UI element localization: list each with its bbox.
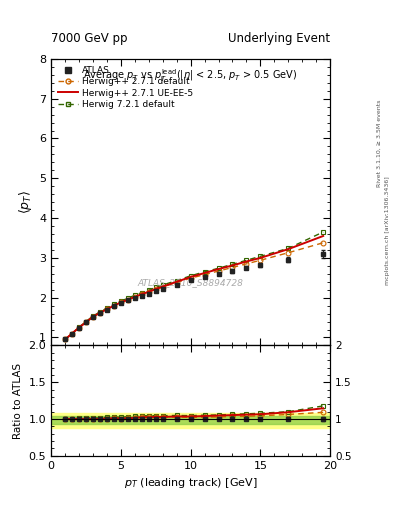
Bar (51, 413, 330, 428)
Text: 7000 GeV pp: 7000 GeV pp (51, 32, 128, 45)
X-axis label: $p_T$ (leading track) [GeV]: $p_T$ (leading track) [GeV] (124, 476, 257, 490)
Bar (51, 416, 330, 424)
Text: Average $p_T$ vs $p_T^{\mathrm{lead}}$($|\eta|$ < 2.5, $p_T$ > 0.5 GeV): Average $p_T$ vs $p_T^{\mathrm{lead}}$($… (83, 68, 298, 84)
Legend: ATLAS, Herwig++ 2.7.1 default, Herwig++ 2.7.1 UE-EE-5, Herwig 7.2.1 default: ATLAS, Herwig++ 2.7.1 default, Herwig++ … (55, 63, 196, 112)
Text: ATLAS_2010_S8894728: ATLAS_2010_S8894728 (138, 278, 244, 287)
Y-axis label: $\langle p_T \rangle$: $\langle p_T \rangle$ (17, 190, 33, 215)
Text: Rivet 3.1.10, ≥ 3.5M events: Rivet 3.1.10, ≥ 3.5M events (377, 100, 382, 187)
Text: mcplots.cern.ch [arXiv:1306.3436]: mcplots.cern.ch [arXiv:1306.3436] (385, 176, 389, 285)
Y-axis label: Ratio to ATLAS: Ratio to ATLAS (13, 362, 23, 439)
Text: Underlying Event: Underlying Event (228, 32, 330, 45)
